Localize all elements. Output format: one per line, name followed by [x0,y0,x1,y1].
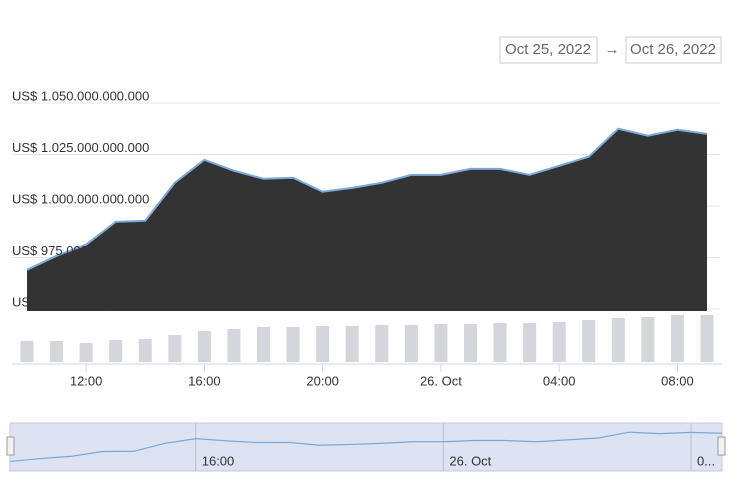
navigator-label: 16:00 [202,453,235,468]
volume-bar [168,335,182,362]
volume-bar [50,341,64,362]
volume-bar [641,317,655,362]
area-line [26,127,708,271]
volume-bar [138,339,152,362]
volume-bar [434,324,448,362]
x-tick-label: 04:00 [543,373,576,388]
volume-bar [700,315,714,362]
navigator-label: 26. Oct [449,453,491,468]
y-tick-label: US$ 1.025.000.000.000 [12,140,149,155]
volume-bar [463,324,477,362]
volume-bar [670,315,684,362]
to-date[interactable]: Oct 26, 2022 [630,41,716,58]
navigator-line [9,431,723,463]
volume-bar [197,331,211,362]
volume-bar [404,325,418,362]
volume-bar [611,318,625,362]
x-tick-label: 12:00 [70,373,103,388]
volume-bar [227,329,241,362]
range-selector: Oct 25, 2022 → Oct 26, 2022 [499,36,722,64]
to-box[interactable] [625,36,722,64]
x-tick-label: 26. Oct [420,373,462,388]
navigator-mask[interactable] [9,422,723,472]
y-tick-label: US$ 1.000.000.000.000 [12,191,149,206]
y-tick-label: US$ 950.000.000.000 [12,294,139,309]
volume-bar [552,322,566,362]
volume-bar [316,326,330,362]
x-tick-label: 16:00 [188,373,221,388]
navigator-handle[interactable] [717,436,726,456]
volume-bar [582,320,596,362]
navigator-label: 0... [697,453,715,468]
volume-bar [523,323,537,362]
volume-bar [257,327,271,362]
volume-bar [375,325,389,362]
volume-bar [345,326,359,362]
navigator-handle[interactable] [6,436,15,456]
volume-bar [109,340,123,362]
volume-bar [79,343,93,362]
area [27,128,707,311]
y-tick-label: US$ 1.050.000.000.000 [12,88,149,103]
x-tick-label: 20:00 [306,373,339,388]
volume-bar [493,323,507,362]
from-box[interactable] [499,36,598,64]
x-tick-label: 08:00 [661,373,694,388]
arrow: → [605,41,620,58]
volume-bar [20,341,34,362]
from-date[interactable]: Oct 25, 2022 [505,41,591,58]
y-tick-label: US$ 975.000.000.000 [12,243,139,258]
volume-bar [286,327,300,362]
